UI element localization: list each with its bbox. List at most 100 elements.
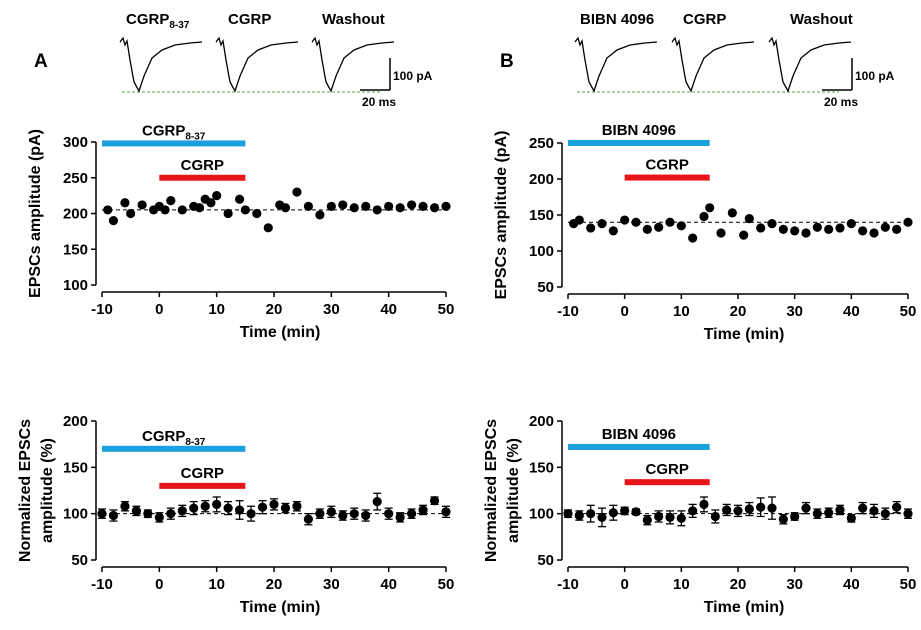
data-point bbox=[103, 205, 113, 215]
cgrp-application-bar bbox=[159, 174, 246, 181]
x-tick-label: -10 bbox=[91, 301, 113, 318]
data-point bbox=[620, 506, 630, 516]
data-point bbox=[710, 511, 720, 522]
trace-label: CGRP bbox=[228, 11, 271, 28]
data-point bbox=[120, 198, 130, 208]
data-point bbox=[880, 509, 890, 519]
trace-panels: CGRP8-37 CGRP Washout 100 pA 20 ms BIBN 4096 C… bbox=[119, 11, 895, 109]
data-point bbox=[778, 224, 788, 234]
epsc-trace bbox=[119, 36, 203, 93]
data-point bbox=[137, 200, 147, 210]
data-point bbox=[892, 502, 902, 512]
x-tick-label: 50 bbox=[900, 576, 917, 593]
x-tick-label: 30 bbox=[786, 576, 803, 593]
x-axis-title: Time (min) bbox=[240, 324, 321, 341]
antagonist-application-bar bbox=[102, 445, 246, 452]
data-point bbox=[395, 203, 405, 213]
x-tick-label: 30 bbox=[323, 301, 340, 318]
y-axis-title: EPSCs amplitude (pA) bbox=[493, 131, 510, 300]
x-tick-label: 50 bbox=[438, 301, 455, 318]
x-tick-label: 20 bbox=[266, 301, 283, 318]
epsc-trace bbox=[671, 36, 755, 93]
data-point bbox=[631, 217, 641, 227]
data-point bbox=[372, 497, 382, 507]
data-point bbox=[97, 509, 107, 519]
application-bar-label: CGRP8-37 bbox=[142, 428, 206, 448]
trace-label: BIBN 4096 bbox=[580, 11, 654, 28]
y-tick-label: 100 bbox=[63, 506, 88, 523]
x-tick-label: 20 bbox=[730, 303, 747, 320]
data-point bbox=[756, 223, 766, 233]
data-point bbox=[280, 503, 291, 513]
data-point bbox=[246, 509, 256, 519]
data-point bbox=[372, 205, 382, 215]
data-point bbox=[563, 509, 573, 519]
chart-B-bottom: 50 100 150 200 -10 0 10 20 30 40 50 Time (min) Norma… bbox=[483, 413, 916, 616]
data-point bbox=[812, 509, 822, 519]
data-point bbox=[252, 208, 262, 219]
data-point bbox=[620, 215, 630, 225]
y-tick-label: 150 bbox=[63, 241, 88, 258]
x-tick-label: 0 bbox=[155, 301, 163, 318]
data-point bbox=[608, 508, 618, 518]
x-axis-title: Time (min) bbox=[704, 599, 785, 616]
data-point bbox=[642, 515, 652, 525]
data-point bbox=[126, 208, 136, 219]
x-tick-label: 10 bbox=[673, 303, 690, 320]
x-tick-label: 0 bbox=[620, 576, 628, 593]
y-tick-label: 50 bbox=[71, 552, 88, 569]
data-point bbox=[235, 194, 245, 204]
data-point bbox=[733, 506, 743, 516]
application-bar-label: CGRP8-37 bbox=[142, 122, 206, 142]
y-tick-label: 200 bbox=[529, 413, 554, 430]
data-point bbox=[269, 499, 279, 509]
data-point bbox=[654, 511, 664, 522]
x-tick-label: 50 bbox=[900, 303, 917, 320]
data-point bbox=[824, 508, 834, 518]
data-point bbox=[869, 228, 879, 238]
data-point bbox=[801, 228, 811, 238]
panel-a-traces: CGRP8-37 CGRP Washout 100 pA 20 ms bbox=[119, 11, 433, 109]
application-bar-label: CGRP bbox=[181, 157, 224, 174]
data-point bbox=[212, 191, 222, 201]
data-point bbox=[418, 201, 428, 211]
data-point bbox=[240, 205, 250, 215]
x-tick-label: -10 bbox=[91, 576, 113, 593]
panel-letter-b: B bbox=[500, 51, 514, 72]
data-point bbox=[846, 513, 856, 523]
chart-A-top: 100 150 200 250 300 -10 0 10 20 30 40 50 Time (min) E… bbox=[27, 122, 454, 341]
data-point bbox=[903, 217, 913, 227]
data-point bbox=[338, 200, 348, 210]
data-point bbox=[315, 509, 325, 519]
x-tick-label: 40 bbox=[380, 301, 397, 318]
data-point bbox=[858, 503, 868, 513]
data-point bbox=[801, 503, 811, 513]
data-point bbox=[654, 222, 664, 232]
x-tick-label: 10 bbox=[673, 576, 690, 593]
data-point bbox=[429, 496, 440, 506]
trace-label: CGRP bbox=[683, 11, 726, 28]
data-point bbox=[441, 507, 451, 517]
x-tick-label: 30 bbox=[323, 576, 340, 593]
data-point bbox=[631, 507, 641, 517]
application-bar-label: CGRP bbox=[181, 465, 224, 482]
data-point bbox=[418, 505, 428, 515]
data-point bbox=[206, 198, 216, 208]
x-tick-label: 0 bbox=[155, 576, 163, 593]
panel-letter-a: A bbox=[34, 51, 48, 72]
x-tick-label: 0 bbox=[620, 303, 628, 320]
data-point bbox=[361, 510, 371, 521]
trace-label: CGRP8-37 bbox=[126, 11, 190, 31]
data-point bbox=[108, 216, 119, 226]
data-point bbox=[597, 219, 607, 229]
data-point bbox=[292, 501, 302, 511]
data-point bbox=[223, 208, 233, 219]
y-tick-label: 200 bbox=[63, 413, 88, 430]
data-point bbox=[705, 203, 715, 213]
epsc-trace bbox=[215, 36, 299, 93]
data-point bbox=[384, 509, 394, 519]
data-point bbox=[349, 203, 359, 213]
epsc-trace bbox=[768, 36, 852, 93]
data-point bbox=[665, 512, 675, 522]
data-point bbox=[160, 205, 170, 215]
